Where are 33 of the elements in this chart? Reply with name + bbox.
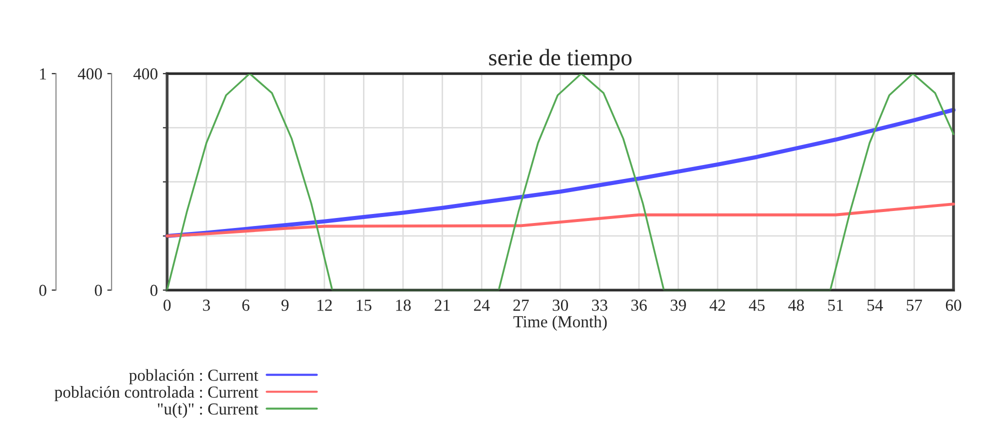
x-tick-label: 18 — [396, 300, 411, 311]
x-tick-label: 54 — [868, 300, 883, 311]
x-tick-label: 60 — [946, 300, 962, 311]
x-tick-label: 15 — [356, 300, 372, 311]
x-tick-label: 51 — [828, 300, 843, 311]
x-tick-label: 12 — [318, 300, 332, 311]
x-tick-label: 42 — [710, 300, 726, 311]
line-series — [166, 202, 955, 238]
x-tick-label: 45 — [748, 300, 765, 311]
legend-label: "u(t)" : Current — [158, 402, 258, 418]
x-tick-label: 0 — [164, 300, 171, 311]
y3-tick-label: 0 — [39, 284, 46, 296]
x-tick-label: 21 — [434, 300, 450, 311]
x-tick-label: 57 — [906, 300, 922, 311]
x-tick-label: 30 — [552, 300, 568, 311]
x-tick-label: 9 — [281, 300, 289, 311]
y3-tick-label: 1 — [40, 68, 46, 80]
x-tick-label: 27 — [513, 300, 529, 311]
x-tick-label: 33 — [592, 300, 608, 311]
x-tick-label: 3 — [203, 300, 210, 311]
x-axis-title: Time (Month) — [513, 316, 607, 331]
y2-tick-label: 400 — [133, 68, 158, 80]
x-tick-label: 39 — [670, 300, 686, 311]
x-tick-label: 36 — [631, 300, 647, 311]
line-series — [165, 108, 956, 238]
x-tick-label: 24 — [474, 300, 490, 311]
x-tick-label: 48 — [788, 300, 804, 311]
legend-label: población controlada : Current — [54, 386, 258, 402]
x-tick-label: 6 — [242, 300, 250, 311]
line-series — [166, 72, 954, 292]
legend-label: población : Current — [129, 369, 258, 384]
chart-title: serie de tiempo — [489, 48, 632, 70]
y2-tick-label: 0 — [150, 284, 158, 296]
